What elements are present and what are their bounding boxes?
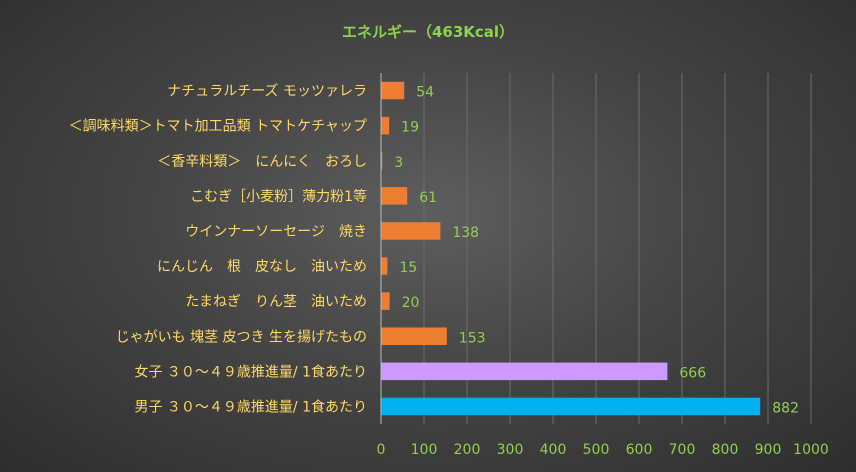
bar (381, 81, 405, 100)
data-label: 19 (401, 120, 419, 136)
category-label: ナチュラルチーズ モッツァレラ (167, 84, 367, 100)
data-label: 61 (419, 190, 437, 206)
bar (381, 116, 390, 135)
x-tick-label: 900 (755, 442, 782, 458)
bars (381, 81, 761, 416)
category-labels: ナチュラルチーズ モッツァレラ ＜調味料類＞トマト加工品類 トマトケチャップ ＜香辛… (69, 84, 367, 416)
x-tick-label: 100 (411, 442, 438, 458)
x-tick-label: 0 (377, 442, 386, 458)
bar (381, 151, 383, 170)
data-label: 666 (679, 365, 706, 381)
data-label: 15 (399, 260, 417, 276)
data-label: 882 (772, 400, 799, 416)
category-label: ウインナーソーセージ 焼き (185, 224, 367, 240)
bar (381, 397, 761, 416)
category-label: こむぎ［小麦粉］薄力粉1等 (190, 188, 367, 205)
data-label: 138 (452, 225, 479, 241)
data-label: 54 (416, 85, 434, 101)
x-tick-label: 700 (669, 442, 696, 458)
x-tick-label: 300 (497, 442, 524, 458)
bar (381, 187, 408, 205)
x-tick-label: 1000 (793, 442, 829, 458)
x-tick-label: 500 (583, 442, 610, 458)
category-label: 男子 ３０～４９歳推進量/ 1食あたり (134, 398, 367, 415)
x-tick-label: 600 (626, 442, 653, 458)
bar (381, 222, 441, 240)
bar (381, 257, 388, 275)
chart-title: エネルギー（463Kcal） (342, 23, 514, 41)
data-label: 20 (402, 295, 420, 311)
x-tick-label: 200 (454, 442, 481, 458)
gridlines (423, 73, 812, 424)
data-label: 153 (459, 330, 486, 346)
data-label: 3 (394, 155, 403, 171)
data-labels: 54 19 3 61 138 15 20 153 666 882 (394, 85, 799, 417)
x-tick-label: 400 (540, 442, 567, 458)
x-axis-tick-labels: 0 100 200 300 400 500 600 700 800 900 1000 (377, 442, 829, 458)
category-label: にんじん 根 皮なし 油いため (157, 259, 367, 275)
bar (381, 362, 668, 381)
category-label: ＜調味料類＞トマト加工品類 トマトケチャップ (69, 119, 367, 135)
category-label: 女子 ３０～４９歳推進量/ 1食あたり (134, 363, 367, 380)
category-label: ＜香辛料類＞ にんにく おろし (157, 154, 367, 170)
category-label: たまねぎ りん茎 油いため (185, 294, 367, 310)
x-tick-label: 800 (712, 442, 739, 458)
category-label: じゃがいも 塊茎 皮つき 生を揚げたもの (116, 328, 367, 345)
bar (381, 292, 390, 310)
bar (381, 327, 447, 346)
